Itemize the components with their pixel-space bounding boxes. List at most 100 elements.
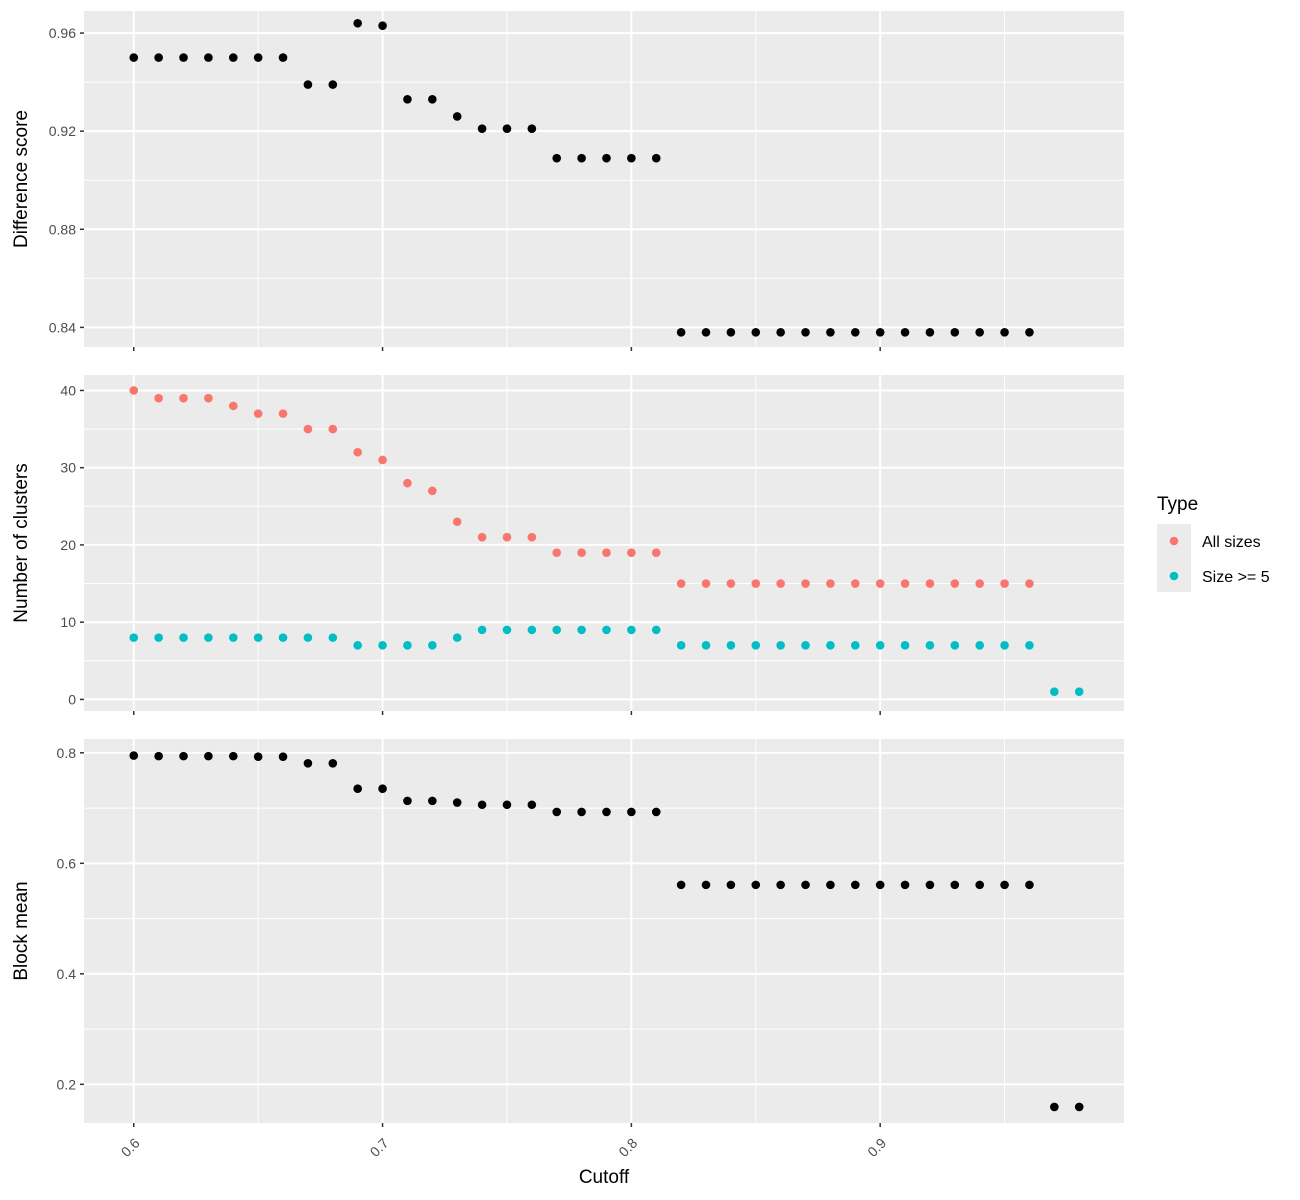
panel-1: 0.84 0.88 0.92 0.96 Difference score [11,11,1124,351]
x-tick-label: 0.8 [615,1135,640,1160]
data-point [154,393,163,403]
data-point [776,579,785,588]
data-point [975,641,984,650]
data-point [875,641,885,650]
data-point [278,633,288,642]
y-tick-label: 20 [60,537,76,553]
data-point [1074,1102,1084,1112]
data-point [1025,641,1034,650]
data-point [204,751,213,761]
data-point [577,153,586,163]
data-point [925,579,935,588]
data-point [502,625,512,635]
y-axis-title: Number of clusters [11,463,32,622]
legend-label-all-sizes: All sizes [1202,534,1261,551]
data-point [477,800,487,810]
data-point [552,625,562,635]
data-point [278,53,288,62]
data-point [328,424,338,434]
y-tick-label: 0.2 [57,1076,77,1092]
data-point [403,796,412,806]
data-point [428,641,437,650]
data-point [875,880,885,890]
data-point [278,409,288,418]
data-point [502,800,512,810]
panel-background [84,11,1124,347]
data-point [875,579,885,588]
data-point [726,579,736,588]
data-point [602,625,611,635]
legend-label-size-5: Size >= 5 [1202,569,1270,586]
data-point [850,327,860,337]
data-point [701,641,711,650]
data-point [826,579,835,588]
data-point [826,327,835,337]
data-point [776,327,785,337]
data-point [950,880,960,890]
x-tick-label: 0.7 [367,1135,392,1160]
data-point [950,579,960,588]
data-point [751,579,761,588]
chart-panels: 0.84 0.88 0.92 0.96 Difference score 0 10 20 30 4… [11,11,1124,1188]
data-point [228,401,238,411]
data-point [950,327,960,337]
data-point [378,455,387,465]
data-point [228,633,238,642]
y-tick-label: 0.8 [57,745,77,761]
y-tick-label: 0.92 [49,123,76,139]
data-point [1000,579,1009,588]
data-point [900,880,910,890]
data-point [154,751,163,761]
data-point [452,798,462,807]
data-point [826,641,835,650]
data-point [179,751,188,761]
data-point [801,880,810,890]
data-point [701,327,711,337]
data-point [452,517,462,527]
data-point [477,532,487,542]
data-point [577,625,586,635]
data-point [527,124,537,134]
panel-background [84,375,1124,711]
data-point [627,625,636,635]
data-point [975,327,984,337]
data-point [179,393,188,403]
data-point [502,532,512,542]
x-axis-title: Cutoff [579,1167,630,1188]
data-point [826,880,835,890]
data-point [353,447,362,457]
data-point [751,327,761,337]
data-point [900,641,910,650]
data-point [154,633,163,642]
data-point [1025,579,1034,588]
series-2 [129,625,1084,696]
data-point [552,807,562,817]
data-point [627,153,636,163]
data-point [303,424,313,434]
data-point [975,579,984,588]
data-point [1050,687,1059,696]
data-point [428,796,437,806]
data-point [378,784,387,794]
data-point [253,752,263,761]
data-point [278,752,288,761]
data-point [403,94,412,104]
data-point [204,53,213,62]
data-point [676,641,686,650]
data-point [527,625,537,635]
data-point [651,625,661,635]
legend: Type All sizes Size >= 5 [1157,494,1270,592]
panel-background [84,739,1124,1123]
data-point [801,327,810,337]
data-point [228,751,238,761]
y-tick-label: 0.96 [49,25,76,41]
legend-key-all-sizes [1169,536,1179,546]
data-point [602,807,611,817]
y-tick-label: 10 [60,614,76,630]
data-point [303,80,313,89]
data-point [651,807,661,817]
data-point [651,548,661,557]
data-point [850,579,860,588]
x-tick-label: 0.9 [864,1135,889,1160]
